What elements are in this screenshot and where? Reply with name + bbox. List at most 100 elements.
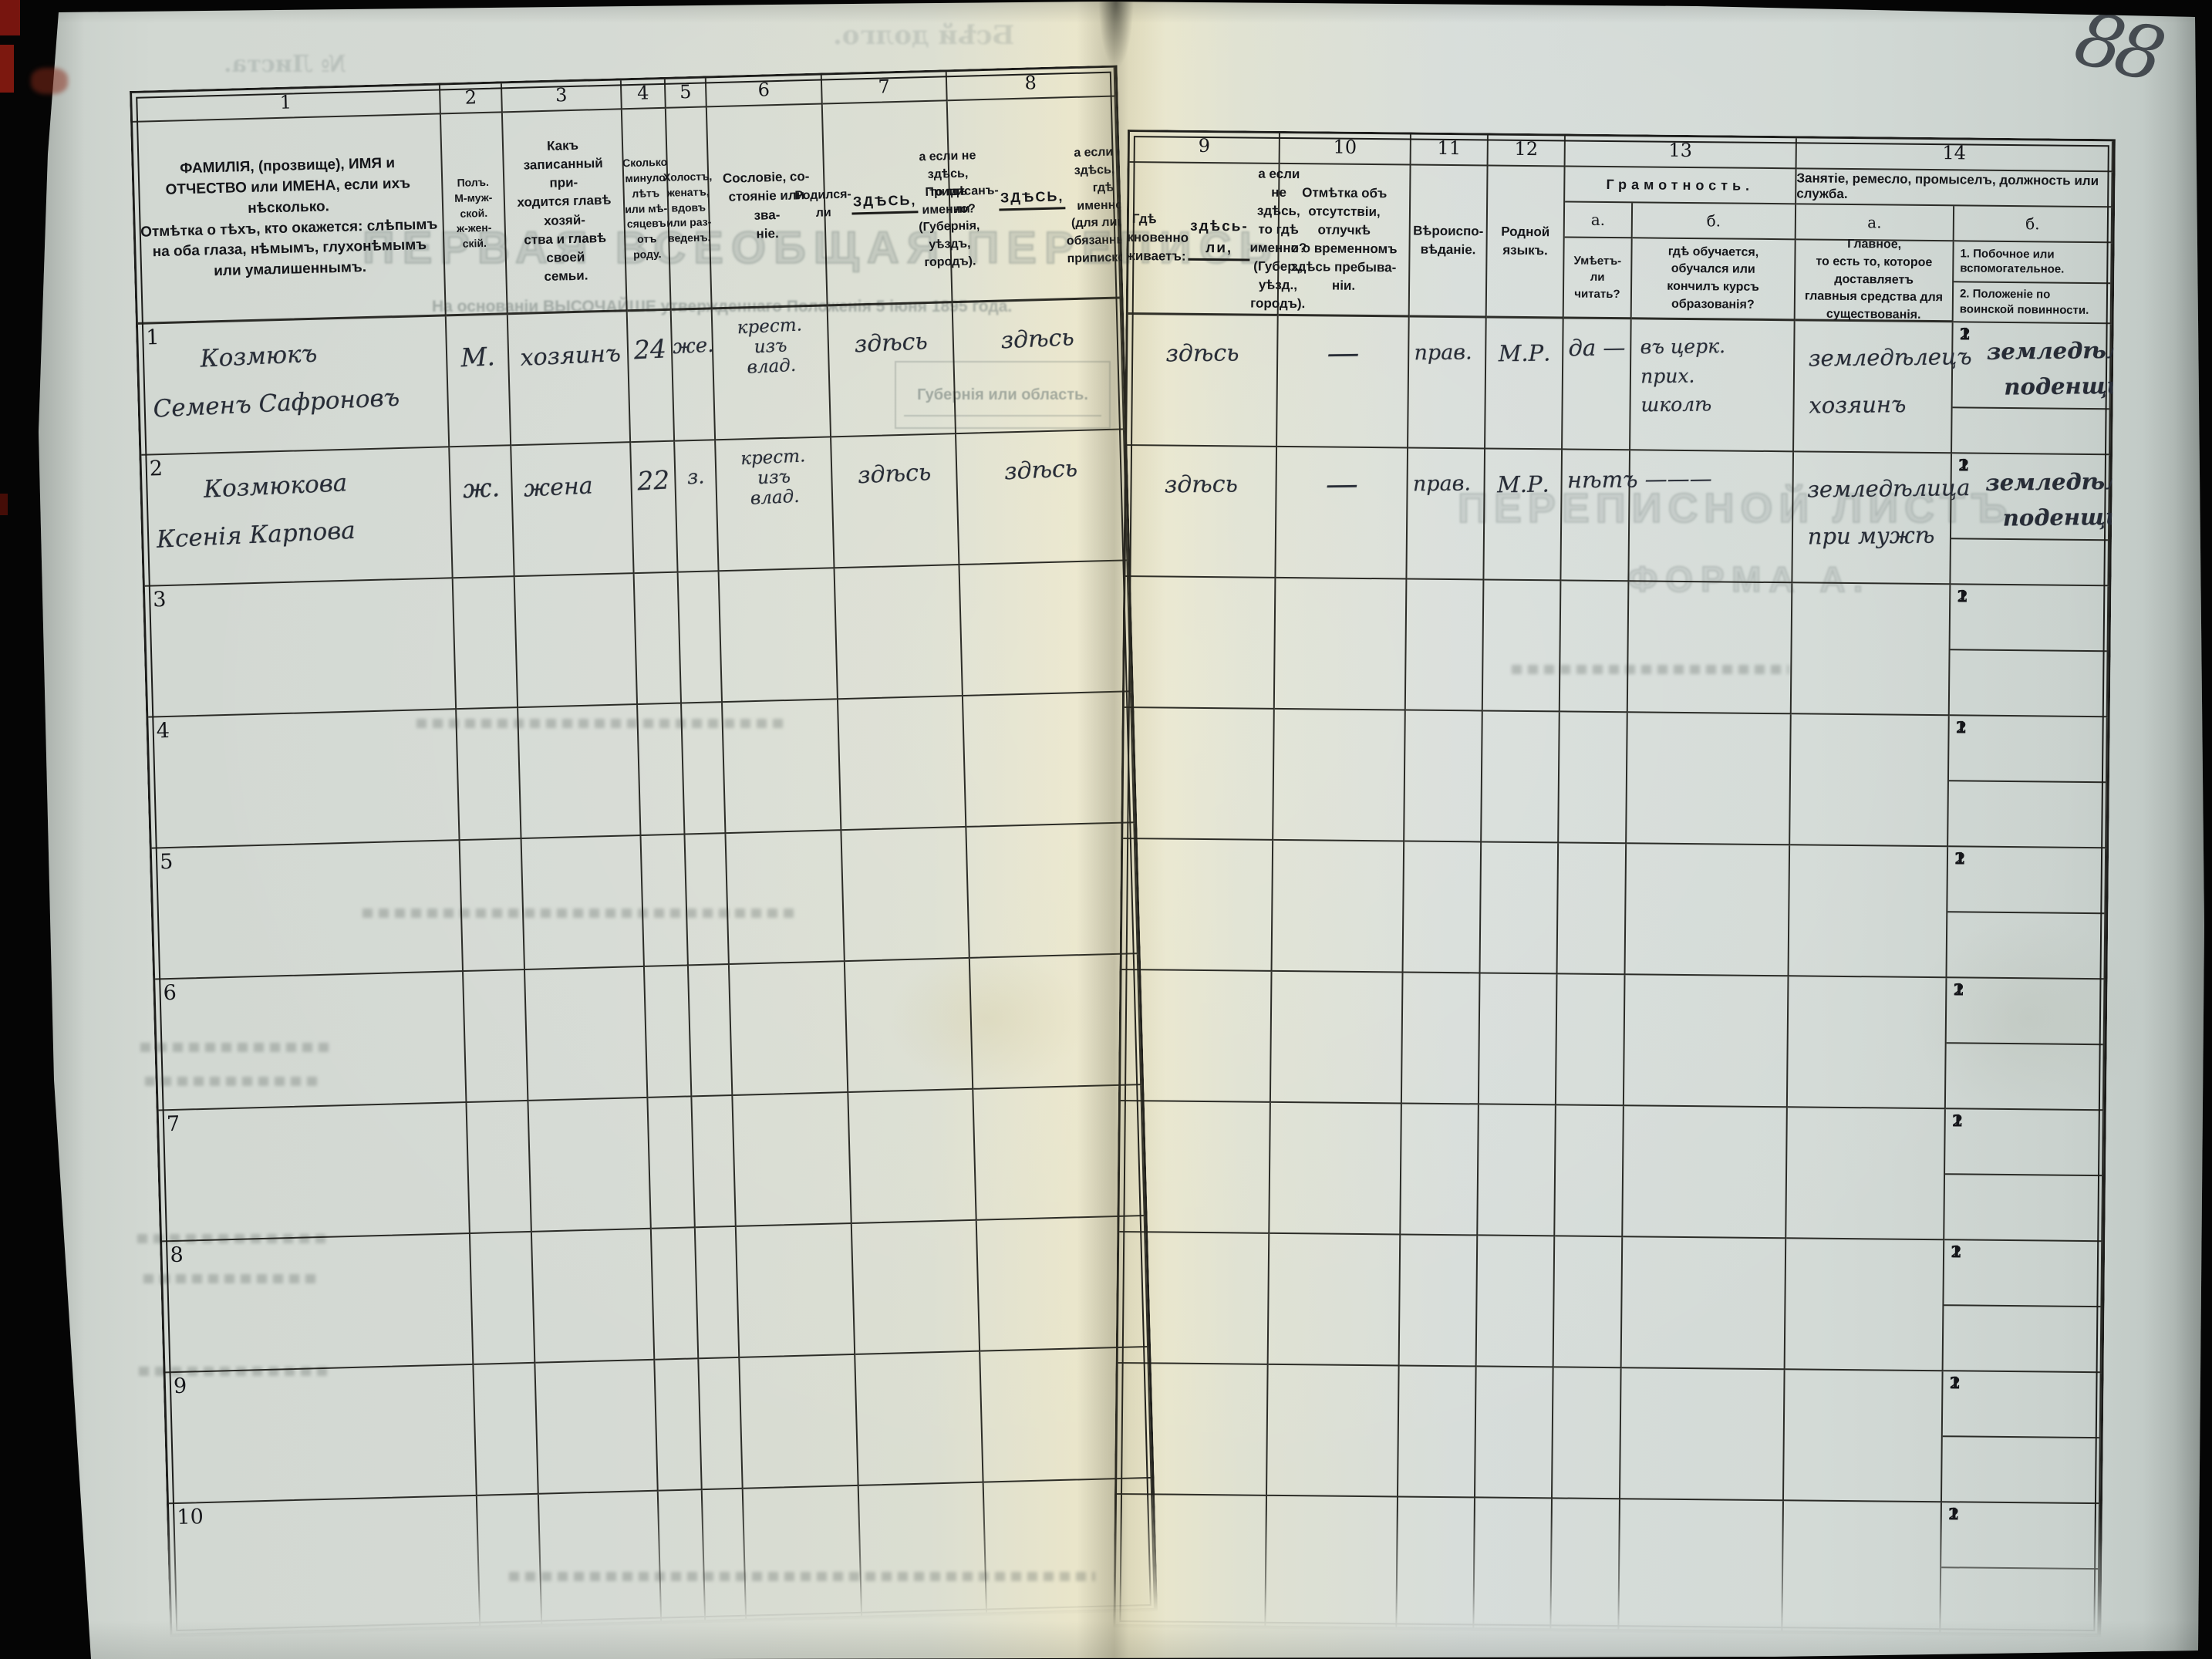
cell-r4-c13a	[1559, 712, 1628, 845]
sub-row-label-2: 2	[1951, 1111, 1964, 1131]
cell-r1-c14b2: 2	[1952, 324, 2109, 454]
binding-red-mark	[31, 68, 68, 94]
col-7-title-underlined: ЗДѢСЬ,	[851, 191, 919, 215]
paper-stain	[1913, 918, 2144, 1118]
bleed-smudge	[137, 1234, 329, 1243]
handwriting-r1-c11: прав.	[1414, 340, 1472, 366]
cell-r9-c1: 9	[165, 1364, 477, 1505]
cell-r4-c3	[518, 705, 642, 840]
cell-r6-c14a	[1787, 976, 1947, 1110]
row-4-number: 4	[156, 718, 170, 744]
cell-r5-c14a	[1789, 845, 1949, 979]
cell-r5-c2	[460, 839, 526, 973]
cell-r6-c1: 6	[155, 972, 467, 1111]
cell-r6-c7	[845, 958, 974, 1094]
cell-r10-c12	[1474, 1498, 1553, 1630]
cell-r2-c14b: 1 земледѣлица поденщица 2	[1951, 454, 2170, 587]
handwriting-r1-c3: хозяинъ	[519, 339, 622, 373]
col-5-number: 5	[665, 78, 707, 109]
cell-r4-c10	[1273, 709, 1406, 842]
cell-r3-c14b1: 1	[1950, 585, 2108, 652]
cell-r9-c12	[1475, 1367, 1554, 1499]
sub-row-label-2: 2	[1959, 324, 1971, 344]
cell-r2-c11: прав.	[1407, 448, 1486, 581]
cell-r1-c7: здѣсь	[828, 303, 957, 438]
cell-r1-c12: М.Р.	[1485, 318, 1564, 450]
cell-r9-c10	[1267, 1364, 1400, 1498]
cell-r6-c11	[1401, 973, 1481, 1105]
occupation-group-header: Занятіе, ремесло, промыселъ, должность и…	[1796, 169, 2113, 208]
cell-r4-c11	[1404, 710, 1483, 843]
cell-r8-c12	[1476, 1236, 1556, 1368]
cell-r3-c2	[453, 577, 519, 710]
cell-r4-c14b1: 1	[1948, 716, 2106, 784]
cell-r2-c3: жена	[511, 443, 635, 578]
literacy-group-header: Грамотность.	[1565, 167, 1797, 205]
cell-r1-c13a: да —	[1563, 319, 1632, 451]
col-6-number: 6	[706, 75, 823, 108]
cell-r7-c10	[1270, 1102, 1402, 1236]
cell-r6-c14b1: 1	[1946, 978, 2104, 1046]
sub-row-label-2: 2	[1955, 717, 1968, 737]
cell-r3-c13b	[1627, 582, 1793, 715]
cell-r7-c2	[467, 1101, 532, 1234]
cell-r6-c6	[729, 962, 849, 1096]
cell-r9-c4	[655, 1359, 703, 1492]
cell-r9-c7	[855, 1351, 984, 1486]
cell-r2-c10: —	[1276, 447, 1409, 580]
col-14b-title: 1. Побочное или вспомогательное. 2. Полож…	[1953, 241, 2113, 325]
right-edge-shadow	[2143, 2, 2204, 1659]
col-12-title: Родной языкъ.	[1486, 166, 1566, 319]
cell-r1-c10: —	[1277, 315, 1410, 449]
cell-r8-c1: 8	[162, 1233, 474, 1374]
col-5-title: Холостъ, женатъ, вдовъ или раз- веденъ.	[663, 107, 713, 311]
cell-r5-c11	[1403, 841, 1482, 974]
handwriting-r2-c3: жена	[523, 472, 594, 503]
cell-r5-c3	[521, 835, 645, 970]
col-7-title-pre: Родился-ли	[794, 187, 851, 220]
sub-row-label-2: 2	[1947, 1504, 1960, 1524]
cell-r10-c6	[743, 1485, 863, 1620]
cell-r9-c2	[474, 1363, 539, 1496]
handwriting-r1-c12: М.Р.	[1498, 339, 1551, 367]
cell-r7-c13a	[1555, 1105, 1624, 1238]
col-13-number: 13	[1565, 136, 1797, 170]
cell-r10-c5	[702, 1489, 747, 1622]
handwriting-r2-c13a: нѣтъ ———	[1566, 465, 1712, 494]
handwriting-r1-c14a: земледѣлецъ хозяинъ	[1808, 343, 1972, 419]
col-14-number: 14	[1796, 138, 2113, 173]
handwriting-r2-c4: 22	[636, 464, 671, 497]
cell-r7-c4	[648, 1097, 696, 1229]
cell-r3-c10	[1274, 578, 1408, 711]
cell-r3-c13a	[1560, 581, 1630, 713]
cell-r8-c11	[1399, 1235, 1479, 1367]
cell-r2-c7: здѣсь	[831, 434, 960, 569]
row-7-number: 7	[166, 1111, 180, 1137]
cell-r2-c4: 22	[631, 441, 679, 575]
col-8-title-underlined: ЗДѢСЬ,	[998, 187, 1066, 211]
cell-r5-c6	[726, 831, 845, 966]
sub-row-label-2: 2	[1953, 980, 1965, 1000]
ghost-spine-note: Бсѣй долго.	[833, 20, 1015, 51]
cell-r7-c7	[848, 1089, 977, 1224]
cell-r6-c2	[464, 969, 529, 1103]
col-7-number: 7	[821, 72, 948, 105]
cell-r6-c14b2: 2	[1946, 980, 2103, 1109]
cell-r2-c6: крест. изъ влад.	[716, 437, 835, 572]
sub-col-label-b_label: б.	[1954, 206, 2113, 244]
handwriting-r2-c14a: земледѣлица при мужѣ	[1806, 474, 1971, 550]
cell-r3-c11	[1405, 579, 1485, 712]
cell-r4-c14b2: 2	[1948, 717, 2106, 847]
row-6-number: 6	[163, 980, 177, 1006]
cell-r8-c7	[851, 1220, 981, 1355]
col-13a-title: Умѣетъ- ли читать?	[1563, 238, 1633, 320]
cell-r10-c1: 10	[168, 1495, 481, 1636]
page-fold-shadow	[1077, 2, 1166, 1659]
handwriting-r2-c10: —	[1325, 464, 1359, 503]
cell-r5-c4	[641, 835, 689, 967]
col-10-title: Отмѣтка объ отсутствіи, отлучкѣ и о врем…	[1278, 164, 1411, 318]
